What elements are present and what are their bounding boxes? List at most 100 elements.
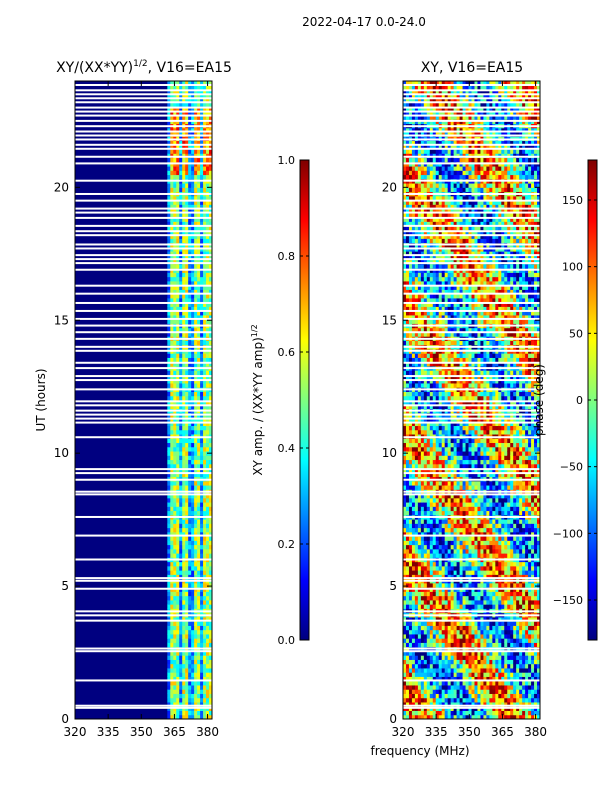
panel1-cell: [170, 565, 174, 571]
panel2-cell: [408, 574, 413, 580]
panel2-cell: [432, 629, 437, 635]
panel1-cell: [209, 306, 213, 312]
panel1-cell: [176, 144, 180, 150]
panel2-cell: [405, 382, 410, 388]
panel1-cell: [191, 701, 195, 707]
panel1-cell: [182, 404, 186, 409]
panel1-cell: [167, 574, 171, 580]
panel2-cell: [420, 701, 425, 707]
panel2-cell: [432, 642, 437, 648]
panel2-cell: [435, 132, 440, 137]
panel2-cell: [405, 531, 410, 537]
panel2-cell: [403, 689, 407, 694]
panel2-cell: [429, 382, 434, 388]
panel1-cell: [191, 425, 195, 431]
panel2-cell: [417, 353, 422, 358]
panel1-cell: [188, 378, 192, 384]
panel2-cell: [414, 263, 419, 269]
panel1-cell: [191, 378, 195, 384]
panel2-cell: [429, 540, 434, 546]
panel2-cell: [417, 714, 422, 720]
panel2-cell: [453, 527, 458, 533]
panel2-cell: [414, 451, 419, 456]
panel1-cell: [173, 697, 177, 703]
panel1-cell: [185, 306, 189, 312]
panel1-cell: [179, 106, 183, 112]
panel1-cell: [182, 306, 186, 312]
panel2-cell: [453, 633, 458, 639]
panel1-cell: [194, 106, 198, 112]
panel1-cell: [179, 166, 183, 171]
panel2-cell: [420, 574, 425, 580]
panel1-cell: [173, 565, 177, 571]
panel2-cell: [450, 574, 455, 580]
panel1-cell: [194, 455, 198, 461]
panel1-cell: [191, 238, 195, 244]
panel2-cell: [411, 642, 416, 648]
panel1-flag-row: [75, 301, 212, 304]
panel2-cell: [444, 684, 449, 690]
panel1-cell: [206, 212, 210, 218]
panel1-cell: [182, 272, 186, 278]
panel1-cell: [206, 438, 210, 444]
panel1-cell: [194, 684, 198, 690]
panel2-cell: [432, 174, 437, 180]
panel2-cell: [441, 280, 446, 286]
panel2-cell: [432, 212, 437, 218]
panel1-cell: [206, 255, 210, 261]
panel2-cell: [408, 166, 413, 171]
panel2-cell: [432, 472, 437, 478]
panel2-cell: [432, 463, 437, 469]
panel1-cell: [203, 621, 207, 626]
panel2-cell: [450, 225, 455, 231]
panel1-cell: [185, 259, 189, 265]
panel1-cell: [197, 633, 201, 639]
panel1-cell: [173, 153, 177, 159]
panel1-cell: [209, 382, 213, 388]
panel1-cell: [173, 204, 177, 210]
panel2-cell: [417, 446, 422, 452]
panel1-cell: [203, 102, 207, 108]
panel1-cell: [167, 536, 171, 541]
panel1-cell: [179, 361, 183, 367]
panel2-cell: [453, 497, 458, 503]
panel2-cell: [435, 710, 440, 716]
panel2-cell: [411, 319, 416, 324]
panel2-cell: [403, 582, 407, 588]
panel1-cell: [182, 140, 186, 146]
panel1-cell: [191, 468, 195, 473]
panel2-cell: [429, 370, 434, 375]
panel2-cell: [403, 327, 407, 333]
panel1-cell: [191, 81, 195, 86]
panel2-cell: [441, 527, 446, 533]
panel2-cell: [429, 672, 434, 677]
panel2-cell: [438, 140, 443, 146]
panel1-cell: [197, 421, 201, 427]
panel1-cell: [173, 485, 177, 490]
panel1-cell: [194, 472, 198, 478]
panel1-cell: [185, 659, 189, 665]
panel1-cell: [191, 629, 195, 635]
panel2-cell: [429, 89, 434, 95]
panel2-cell: [438, 680, 443, 686]
panel2-cell: [426, 582, 431, 588]
panel2-cell: [417, 570, 422, 575]
panel1-cell: [170, 625, 174, 631]
panel2-cell: [441, 701, 446, 707]
panel2-cell: [414, 676, 419, 682]
panel1-cell: [200, 570, 204, 575]
panel1-cell: [173, 144, 177, 150]
panel2-cell: [417, 497, 422, 503]
panel2-cell: [441, 591, 446, 597]
panel1-cell: [200, 506, 204, 512]
panel2-cell: [441, 272, 446, 278]
panel2-cell: [450, 404, 455, 409]
panel1-cell: [179, 183, 183, 188]
panel2-cell: [408, 187, 413, 193]
panel1-cell: [173, 263, 177, 269]
panel2-cell: [432, 132, 437, 137]
panel2-cell: [438, 208, 443, 214]
panel1-cell: [203, 510, 207, 516]
panel1-cell: [173, 340, 177, 346]
